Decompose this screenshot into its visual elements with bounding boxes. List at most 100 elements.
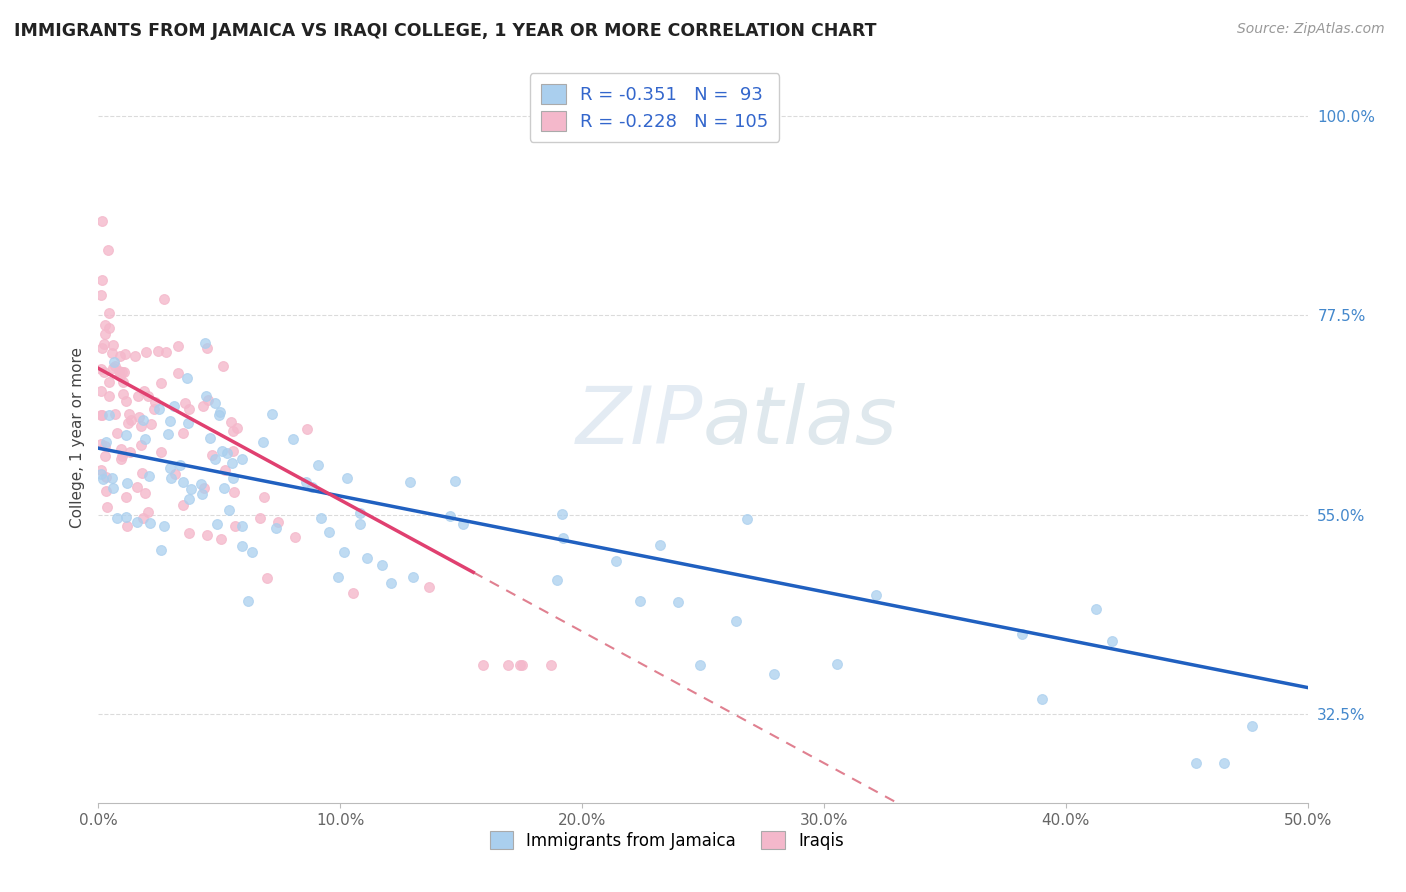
Point [496, 658, 519, 673]
Point [110, 452, 132, 467]
Point [195, 528, 218, 542]
Point [159, 460, 181, 475]
Point [380, 575, 402, 590]
Point [127, 389, 149, 403]
Point [218, 503, 240, 517]
Point [129, 438, 152, 452]
Point [114, 510, 136, 524]
Point [128, 409, 150, 424]
Point [256, 571, 278, 585]
Point [180, 483, 202, 497]
Point [98, 320, 121, 334]
Point [135, 345, 157, 359]
Point [125, 515, 148, 529]
Point [139, 417, 162, 431]
Point [214, 463, 236, 477]
Point [104, 359, 127, 373]
Point [114, 347, 136, 361]
Point [155, 345, 177, 359]
Point [553, 531, 575, 545]
Point [236, 594, 259, 608]
Point [124, 349, 146, 363]
Point [209, 532, 232, 546]
Point [194, 335, 217, 350]
Point [112, 365, 135, 379]
Point [101, 361, 124, 376]
Point [342, 586, 364, 600]
Point [132, 384, 155, 399]
Point [91, 472, 114, 486]
Text: IMMIGRANTS FROM JAMAICA VS IRAQI COLLEGE, 1 YEAR OR MORE CORRELATION CHART: IMMIGRANTS FROM JAMAICA VS IRAQI COLLEGE… [14, 22, 876, 40]
Point [156, 427, 179, 442]
Point [177, 492, 200, 507]
Point [349, 506, 371, 520]
Point [118, 407, 141, 421]
Point [94, 449, 117, 463]
Point [125, 480, 148, 494]
Point [193, 482, 215, 496]
Point [176, 371, 198, 385]
Point [91, 408, 114, 422]
Text: ZIP: ZIP [575, 384, 703, 461]
Point [97, 243, 120, 257]
Point [648, 538, 671, 552]
Point [167, 339, 190, 353]
Point [110, 442, 132, 456]
Point [224, 485, 246, 500]
Point [148, 344, 170, 359]
Point [262, 407, 284, 421]
Point [101, 338, 124, 352]
Point [101, 481, 124, 495]
Point [735, 512, 758, 526]
Point [294, 475, 316, 490]
Point [132, 511, 155, 525]
Point [111, 449, 134, 463]
Point [90, 361, 112, 376]
Point [90, 288, 112, 302]
Point [224, 519, 246, 533]
Point [117, 416, 139, 430]
Point [191, 399, 214, 413]
Point [121, 413, 143, 427]
Point [211, 359, 233, 374]
Point [96, 500, 118, 514]
Point [134, 485, 156, 500]
Point [195, 341, 218, 355]
Point [190, 477, 212, 491]
Point [399, 475, 422, 489]
Point [472, 658, 495, 673]
Point [284, 530, 307, 544]
Point [94, 469, 117, 483]
Point [177, 416, 200, 430]
Point [1213, 756, 1236, 770]
Point [105, 426, 128, 441]
Point [333, 544, 356, 558]
Point [865, 588, 887, 602]
Point [540, 658, 562, 673]
Point [194, 389, 217, 403]
Point [111, 365, 134, 379]
Point [208, 409, 231, 423]
Point [201, 448, 224, 462]
Point [94, 326, 117, 341]
Point [90, 341, 112, 355]
Text: Source: ZipAtlas.com: Source: ZipAtlas.com [1237, 22, 1385, 37]
Point [825, 657, 848, 671]
Point [91, 214, 114, 228]
Point [197, 392, 219, 407]
Point [249, 511, 271, 525]
Point [222, 471, 245, 485]
Point [97, 306, 120, 320]
Point [172, 425, 194, 440]
Point [226, 421, 249, 435]
Point [90, 273, 112, 287]
Point [191, 487, 214, 501]
Point [207, 516, 229, 531]
Point [240, 545, 263, 559]
Point [309, 511, 332, 525]
Point [439, 508, 461, 523]
Point [115, 475, 138, 490]
Point [105, 511, 128, 525]
Point [131, 419, 153, 434]
Point [93, 439, 115, 453]
